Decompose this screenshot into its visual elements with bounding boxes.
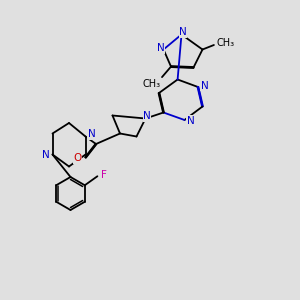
Text: N: N xyxy=(187,116,195,126)
Text: CH₃: CH₃ xyxy=(216,38,234,49)
Text: O: O xyxy=(74,153,82,163)
Text: N: N xyxy=(157,43,165,53)
Text: N: N xyxy=(179,27,187,37)
Text: F: F xyxy=(101,170,107,180)
Text: N: N xyxy=(42,149,50,160)
Text: N: N xyxy=(88,129,96,139)
Text: N: N xyxy=(143,111,151,121)
Text: N: N xyxy=(201,80,209,91)
Text: CH₃: CH₃ xyxy=(142,79,160,88)
